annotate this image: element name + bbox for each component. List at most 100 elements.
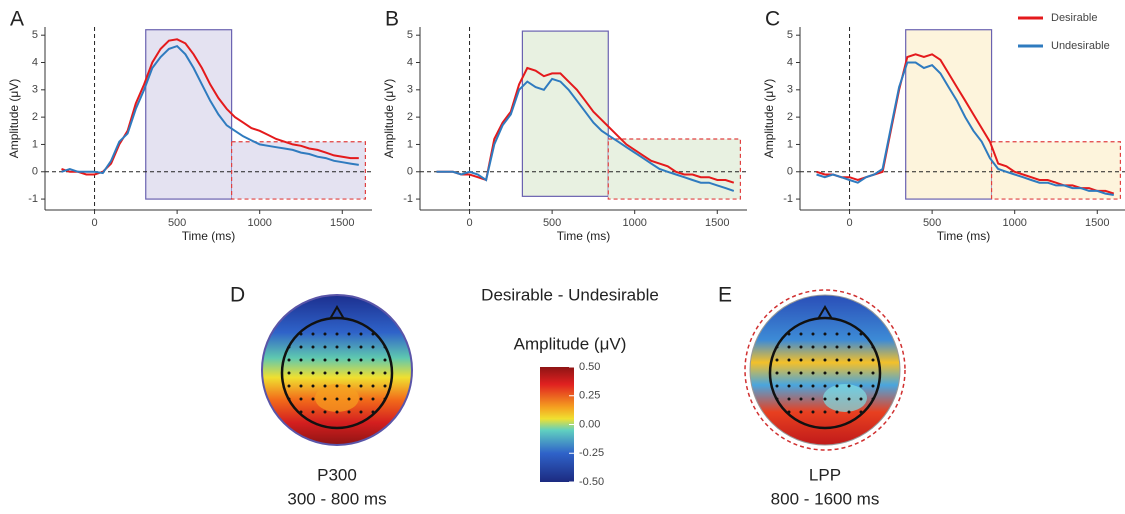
electrode [311, 371, 315, 375]
electrode [371, 397, 375, 401]
y-tick-label: 4 [407, 56, 413, 68]
series-line [436, 77, 735, 192]
y-tick-label: 0 [32, 166, 38, 178]
electrode [323, 384, 327, 388]
electrode [299, 332, 303, 336]
electrode [823, 410, 827, 414]
electrode [823, 358, 827, 362]
electrode [811, 410, 815, 414]
electrode [359, 358, 363, 362]
electrode [835, 371, 839, 375]
y-tick-label: 5 [32, 29, 38, 41]
electrode [287, 358, 291, 362]
electrode [311, 397, 315, 401]
panel-label: E [718, 284, 732, 307]
colorbar-title: Desirable - Undesirable [481, 285, 659, 304]
electrode [371, 384, 375, 388]
electrode [823, 332, 827, 336]
x-tick-label: 0 [846, 217, 852, 229]
time-window [231, 141, 366, 200]
electrode [371, 332, 375, 336]
electrode [847, 410, 851, 414]
electrode [371, 371, 375, 375]
electrode [335, 358, 339, 362]
y-axis-title: Amplitude (μV) [382, 79, 396, 159]
electrode [787, 345, 791, 349]
colorbar-label: Amplitude (μV) [514, 334, 627, 353]
electrode [311, 332, 315, 336]
electrode [775, 345, 779, 349]
y-tick-label: 3 [407, 84, 413, 96]
electrode [787, 397, 791, 401]
electrode [859, 358, 863, 362]
y-tick-label: 2 [787, 111, 793, 123]
electrode [799, 345, 803, 349]
legend-label: Desirable [1051, 12, 1097, 24]
electrode [787, 332, 791, 336]
colorbar-tick-label: 0.50 [579, 361, 600, 373]
electrode [823, 397, 827, 401]
time-window-label: 300 - 800 ms [287, 489, 386, 508]
electrode [859, 371, 863, 375]
electrode [347, 345, 351, 349]
electrode [811, 332, 815, 336]
electrode [359, 384, 363, 388]
electrode [347, 397, 351, 401]
electrode [823, 384, 827, 388]
colorbar-tick-label: -0.50 [579, 476, 604, 488]
electrode [871, 358, 875, 362]
electrode [383, 345, 387, 349]
electrode [335, 371, 339, 375]
y-tick-label: 4 [787, 56, 793, 68]
head-outline [768, 316, 882, 430]
electrode [835, 332, 839, 336]
y-tick-label: 5 [787, 29, 793, 41]
electrode [323, 345, 327, 349]
electrode [775, 397, 779, 401]
electrode [299, 410, 303, 414]
electrode [383, 358, 387, 362]
panel-label: D [230, 284, 245, 307]
time-window [905, 29, 993, 200]
electrode [871, 397, 875, 401]
electrode [775, 384, 779, 388]
y-tick-label: 3 [787, 84, 793, 96]
electrode [299, 358, 303, 362]
electrode [323, 410, 327, 414]
electrode [347, 384, 351, 388]
y-tick-label: -1 [403, 193, 413, 205]
x-tick-label: 0 [466, 217, 472, 229]
electrode [799, 332, 803, 336]
electrode [311, 384, 315, 388]
electrode [859, 410, 863, 414]
nose [329, 305, 345, 320]
electrode [859, 345, 863, 349]
electrode [847, 371, 851, 375]
electrode [311, 345, 315, 349]
time-window-label: 800 - 1600 ms [771, 489, 880, 508]
electrode [335, 345, 339, 349]
electrode [359, 371, 363, 375]
electrode [323, 371, 327, 375]
x-tick-label: 1500 [330, 217, 354, 229]
electrode [299, 371, 303, 375]
panel-label: A [10, 8, 24, 31]
electrode [811, 358, 815, 362]
time-window [521, 30, 609, 197]
electrode [835, 410, 839, 414]
electrode [371, 410, 375, 414]
x-tick-label: 500 [923, 217, 941, 229]
electrode [835, 345, 839, 349]
x-tick-label: 1000 [622, 217, 646, 229]
colorbar-tick-label: -0.25 [579, 447, 604, 459]
series-line [61, 44, 359, 175]
x-axis-title: Time (ms) [182, 229, 236, 243]
electrode [323, 397, 327, 401]
x-tick-label: 1000 [1002, 217, 1026, 229]
x-tick-label: 1500 [1085, 217, 1109, 229]
electrode [775, 358, 779, 362]
electrode [359, 410, 363, 414]
x-axis-title: Time (ms) [937, 229, 991, 243]
electrode [811, 371, 815, 375]
series-line [61, 38, 359, 176]
